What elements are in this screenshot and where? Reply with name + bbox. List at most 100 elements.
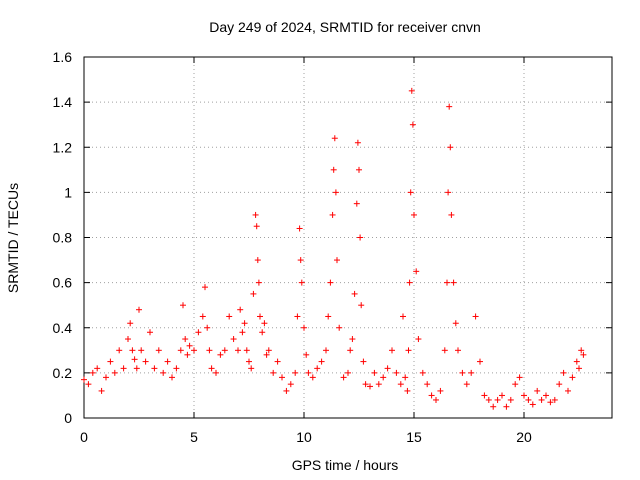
data-point — [206, 347, 213, 354]
data-point — [490, 403, 497, 410]
y-axis-label: SRMTID / TECUs — [5, 183, 21, 293]
data-point — [279, 374, 285, 381]
data-point — [217, 351, 224, 358]
data-point — [419, 369, 426, 376]
y-tick-label: 0.4 — [53, 320, 73, 336]
data-point — [360, 358, 367, 365]
data-point — [195, 329, 202, 336]
data-point — [301, 324, 307, 331]
data-point — [253, 223, 260, 230]
data-point — [136, 306, 142, 313]
data-point — [446, 103, 453, 110]
data-point — [131, 356, 138, 363]
data-point — [356, 166, 362, 173]
x-axis-label: GPS time / hours — [292, 457, 399, 473]
data-point — [85, 381, 92, 388]
data-point — [186, 342, 193, 349]
data-point — [565, 387, 571, 394]
data-point — [576, 365, 582, 372]
data-point — [580, 351, 587, 358]
data-point — [534, 387, 541, 394]
data-point — [330, 166, 337, 173]
data-point — [204, 324, 211, 331]
data-point — [349, 336, 356, 343]
data-point — [371, 369, 378, 376]
data-point — [237, 306, 244, 313]
data-point — [230, 336, 237, 343]
data-point — [384, 365, 391, 372]
data-point — [81, 376, 87, 383]
data-point — [485, 396, 492, 403]
data-point — [450, 279, 457, 286]
data-point — [142, 358, 149, 365]
x-tick-label: 10 — [296, 429, 312, 445]
data-point — [155, 347, 162, 354]
x-tick-label: 20 — [516, 429, 532, 445]
data-point — [94, 365, 101, 372]
data-point — [444, 279, 450, 286]
data-point — [265, 347, 272, 354]
y-tick-label: 0.8 — [53, 230, 73, 246]
data-point — [413, 268, 420, 275]
x-tick-label: 15 — [406, 429, 422, 445]
data-point — [191, 347, 197, 354]
data-point — [125, 336, 131, 343]
data-point — [184, 351, 191, 358]
data-point — [407, 189, 414, 196]
data-point — [120, 365, 127, 372]
data-series — [81, 87, 587, 410]
data-point — [512, 381, 519, 388]
data-point — [129, 347, 136, 354]
data-point — [292, 369, 299, 376]
data-point — [283, 387, 290, 394]
data-point — [89, 369, 96, 376]
data-point — [569, 374, 576, 381]
data-point — [397, 381, 404, 388]
data-point — [297, 257, 304, 264]
y-tick-label: 1.2 — [53, 139, 73, 155]
data-point — [468, 369, 475, 376]
data-point — [405, 347, 412, 354]
data-point — [573, 358, 580, 365]
data-point — [213, 369, 219, 376]
data-point — [354, 139, 361, 146]
data-point — [411, 211, 417, 218]
data-point — [241, 320, 248, 327]
data-point — [127, 320, 134, 327]
y-tick-label: 0.6 — [53, 275, 73, 291]
data-point — [221, 347, 228, 354]
data-point — [318, 358, 325, 365]
data-point — [463, 381, 470, 388]
data-point — [516, 374, 523, 381]
data-point — [447, 144, 454, 151]
data-point — [160, 369, 167, 376]
data-point — [459, 369, 466, 376]
data-point — [351, 290, 358, 297]
data-point — [270, 369, 277, 376]
data-point — [252, 211, 259, 218]
data-point — [415, 336, 422, 343]
data-point — [380, 374, 387, 381]
data-point — [503, 403, 510, 410]
data-point — [340, 374, 347, 381]
data-point — [406, 279, 413, 286]
data-point — [208, 365, 215, 372]
data-point — [180, 302, 186, 309]
data-point — [164, 358, 171, 365]
data-point — [551, 396, 558, 403]
data-point — [263, 351, 270, 358]
data-point — [428, 392, 435, 399]
x-tick-label: 5 — [190, 429, 198, 445]
data-point — [116, 347, 123, 354]
data-point — [147, 329, 153, 336]
data-point — [248, 365, 255, 372]
axis-ticks: 0 0.2 0.4 0.6 0.8 1 1.2 1.4 1.6 0 5 10 15 20 — [53, 49, 612, 445]
data-point — [309, 374, 316, 381]
data-point — [433, 396, 439, 403]
data-point — [556, 381, 563, 388]
data-point — [445, 189, 452, 196]
data-point — [294, 313, 301, 320]
data-point — [243, 347, 250, 354]
data-point — [103, 374, 109, 381]
